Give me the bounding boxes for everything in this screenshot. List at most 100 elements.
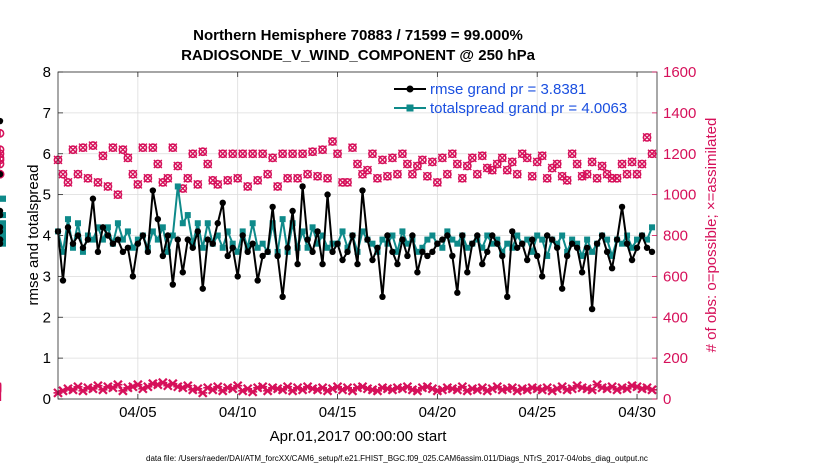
obs-possible-cross-b	[627, 157, 637, 167]
obs-possible-cross-b	[577, 171, 587, 181]
obs-possible-marker	[83, 173, 93, 183]
y2-tick-label: 1200	[663, 146, 696, 163]
totalspread-point	[529, 248, 536, 255]
obs-possible-marker	[637, 159, 647, 169]
rmse-point	[299, 183, 306, 190]
y-tick-label: 7	[43, 105, 51, 122]
obs-possible-marker	[348, 143, 357, 153]
obs-possible-cross-b	[123, 153, 133, 163]
rmse-point	[454, 289, 461, 296]
obs-layer	[0, 128, 657, 401]
obs-possible-marker	[303, 169, 312, 179]
rmse-point	[0, 224, 4, 231]
rmse-point	[159, 252, 167, 260]
rmse-point	[628, 256, 636, 264]
obs-possible-cross-b	[78, 143, 88, 153]
rmse-point	[219, 199, 226, 206]
obs-possible-cross-b	[572, 159, 582, 169]
obs-possible-cross-b	[372, 173, 382, 183]
rmse-point	[174, 236, 181, 243]
y2-tick-label: 1400	[663, 105, 696, 122]
obs-possible-cross-b	[223, 175, 233, 185]
obs-possible-marker	[98, 151, 108, 161]
rmse-point	[593, 240, 601, 247]
obs-possible-marker	[642, 132, 652, 142]
obs-possible-marker	[522, 153, 532, 163]
totalspread-point	[394, 248, 401, 255]
obs-possible-marker	[108, 143, 118, 153]
rmse-point	[254, 277, 261, 284]
totalspread-point	[649, 224, 656, 231]
rmse-point	[499, 252, 506, 260]
obs-possible-cross-b	[108, 143, 118, 153]
rmse-point	[538, 273, 546, 280]
obs-possible-cross-b	[173, 161, 183, 171]
totalspread-point	[294, 244, 301, 251]
obs-possible-marker	[427, 157, 437, 167]
obs-possible-marker	[308, 147, 317, 157]
totalspread-point	[534, 232, 541, 239]
rmse-point	[339, 256, 346, 264]
totalspread-point	[104, 224, 111, 231]
obs-possible-cross-b	[318, 145, 328, 155]
obs-possible-cross-b	[462, 161, 472, 171]
obs-possible-marker	[403, 159, 412, 169]
obs-possible-cross-b	[617, 159, 627, 169]
obs-possible-marker	[447, 149, 457, 159]
totalspread-point	[309, 224, 316, 231]
rmse-point	[444, 232, 451, 239]
rmse-point	[494, 240, 501, 247]
obs-possible-marker	[138, 143, 148, 153]
obs-possible-cross-b	[517, 149, 527, 159]
rmse-point	[274, 252, 281, 260]
rmse-point	[603, 248, 611, 256]
obs-possible-cross-b	[73, 169, 83, 179]
rmse-point	[524, 256, 531, 264]
rmse-point	[573, 244, 581, 251]
totalspread-point	[479, 244, 486, 251]
obs-possible-cross-b	[328, 136, 338, 146]
legend-spread-marker	[406, 104, 414, 112]
rmse-point	[104, 232, 112, 239]
obs-possible-cross-b	[278, 149, 288, 159]
obs-possible-cross-b	[213, 179, 223, 189]
rmse-point	[0, 170, 4, 178]
rmse-point	[429, 248, 436, 256]
rmse-point	[319, 260, 326, 268]
obs-possible-cross-b	[587, 157, 597, 167]
rmse-point	[304, 236, 311, 243]
obs-possible-marker	[293, 173, 302, 183]
rmse-point	[434, 240, 441, 247]
totalspread-point	[589, 248, 596, 255]
rmse-point	[394, 260, 401, 268]
obs-possible-cross-b	[258, 149, 268, 159]
totalspread-point	[644, 236, 651, 243]
rmse-point	[354, 260, 361, 268]
obs-possible-marker	[148, 143, 158, 153]
totalspread-point	[499, 248, 506, 255]
obs-possible-marker	[607, 173, 617, 183]
rmse-point	[0, 240, 4, 247]
totalspread-point	[74, 220, 81, 227]
y-axis-label: rmse and totalspread	[25, 165, 42, 306]
obs-possible-cross-b	[522, 153, 532, 163]
obs-possible-cross-b	[113, 190, 123, 200]
rmse-point	[114, 236, 122, 243]
obs-possible-cross-b	[103, 181, 113, 191]
obs-possible-marker	[432, 177, 442, 187]
rmse-point	[139, 232, 147, 239]
totalspread-point	[59, 248, 66, 255]
obs-possible-marker	[0, 145, 5, 155]
y2-tick-label: 200	[663, 350, 688, 367]
obs-possible-marker	[617, 159, 627, 169]
obs-possible-cross-b	[622, 169, 632, 179]
obs-possible-marker	[73, 169, 83, 179]
y2-axis-label: # of obs: o=possible; ×=assimilated	[703, 118, 720, 353]
obs-possible-marker	[353, 159, 362, 169]
totalspread-point	[269, 220, 276, 227]
obs-possible-cross-b	[417, 155, 427, 165]
obs-possible-cross-b	[582, 169, 592, 179]
totalspread-point	[564, 248, 571, 255]
obs-possible-marker	[343, 177, 352, 187]
totalspread-point	[149, 228, 156, 235]
